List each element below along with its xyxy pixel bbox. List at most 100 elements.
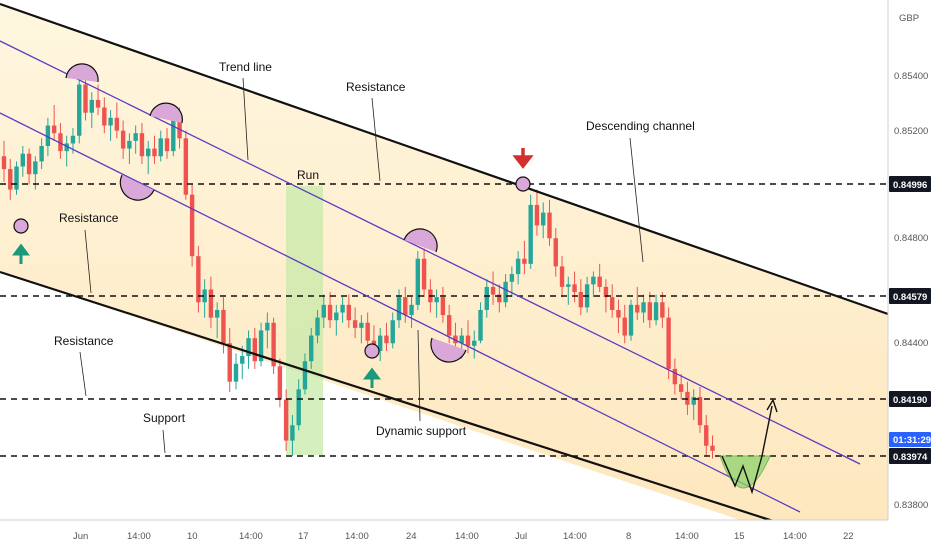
candle-body <box>139 133 145 157</box>
candle-body <box>158 138 163 157</box>
candle-body <box>691 397 696 405</box>
candle-body <box>315 317 320 336</box>
candle-body <box>252 338 257 362</box>
candle-body <box>547 212 552 239</box>
trend-line-lower-purple <box>0 112 801 513</box>
candle-body <box>421 258 427 290</box>
annotation-run: Run <box>297 168 319 182</box>
level-tag-4-text: 0.83974 <box>893 452 928 463</box>
annotation-support: Support <box>143 411 186 425</box>
candle-body <box>302 361 308 390</box>
annotation-descending-channel: Descending channel <box>586 119 695 133</box>
candle-body <box>697 397 703 426</box>
candle-body <box>478 309 483 341</box>
candle-body <box>133 133 138 141</box>
price-axis[interactable]: GBP 0.85400 0.85200 0.84800 0.84400 0.83… <box>887 0 932 550</box>
candle-body <box>33 161 38 175</box>
channel-lower-line <box>0 270 867 550</box>
candle-body <box>102 107 107 126</box>
candle-body <box>704 425 709 446</box>
projection-path <box>721 405 773 495</box>
candle-body <box>70 135 76 144</box>
candle-body <box>164 138 170 152</box>
candle-body <box>490 286 496 295</box>
annotation-dynamic-support: Dynamic support <box>376 424 467 438</box>
candle-body <box>189 194 195 257</box>
up-arrow-icon <box>363 367 381 388</box>
candle-body <box>51 125 57 134</box>
level-tag-4 <box>889 448 931 464</box>
annotation-resistance-low: Resistance <box>54 334 114 348</box>
candle-body <box>39 146 44 162</box>
descending-channel-fill <box>0 4 888 520</box>
trend-lines <box>0 2 889 550</box>
plot-area[interactable] <box>0 0 888 520</box>
time-tick-label: 14:00 <box>675 531 699 542</box>
candle-body <box>14 166 19 190</box>
candle-body <box>440 297 446 316</box>
candle-body <box>384 335 389 344</box>
time-tick-label: Jun <box>73 531 88 542</box>
candle-body <box>566 284 571 287</box>
time-tick-label: 22 <box>843 531 854 542</box>
annotation-trend-line: Trend line <box>219 60 272 74</box>
touch-circle-3 <box>515 176 531 192</box>
candle-body <box>641 302 646 313</box>
candle-body <box>290 425 295 441</box>
projection <box>719 398 778 495</box>
candle-body <box>277 366 283 400</box>
candle-body <box>171 117 176 152</box>
timer-tag <box>889 432 931 447</box>
candle-body <box>672 368 678 385</box>
candle-body <box>572 284 577 293</box>
time-tick-label: 17 <box>298 531 309 542</box>
time-tick-label: 24 <box>406 531 417 542</box>
candle-body <box>559 266 565 287</box>
candle-body <box>591 276 596 285</box>
candle-body <box>522 258 527 264</box>
candle-body <box>390 320 395 344</box>
candle-body <box>346 304 352 321</box>
candle-body <box>434 297 439 303</box>
candle-body <box>221 309 226 344</box>
down-arrow-icon <box>512 148 534 169</box>
candle-body <box>578 292 584 308</box>
candle-body <box>534 204 540 226</box>
touch-arc-4 <box>403 228 438 253</box>
candle-body <box>83 84 88 113</box>
annotation-resistance-mid: Resistance <box>59 211 119 225</box>
time-tick-label: 14:00 <box>239 531 263 542</box>
level-tag-1-text: 0.84996 <box>893 180 927 191</box>
candle-body <box>1 156 7 170</box>
price-tick-label: 0.83800 <box>894 500 928 511</box>
candle-body <box>334 312 339 321</box>
candle-body <box>26 153 32 175</box>
candle-body <box>45 125 51 147</box>
candle-body <box>365 322 370 341</box>
price-tick-label: 0.85400 <box>894 71 928 82</box>
candle-body <box>459 335 464 344</box>
candle-body <box>528 204 533 264</box>
candle-body <box>415 258 421 305</box>
annotation-resistance-top: Resistance <box>346 80 406 94</box>
candle-body <box>64 143 69 152</box>
candle-body <box>283 399 289 441</box>
time-axis[interactable]: Jun 14:00 10 14:00 17 14:00 24 14:00 Jul… <box>0 519 888 550</box>
candle-body <box>114 117 120 131</box>
candle-body <box>503 281 508 303</box>
candle-body <box>515 258 521 275</box>
candle-body <box>616 309 621 318</box>
candle-body <box>146 148 151 157</box>
candle-body <box>396 297 402 321</box>
candle-body <box>227 343 232 382</box>
level-tag-2-text: 0.84579 <box>893 292 927 303</box>
up-arrow-icon <box>12 243 30 264</box>
candle-body <box>208 289 214 318</box>
time-tick-label: Jul <box>515 531 527 542</box>
candle-body <box>240 356 245 364</box>
candle-body <box>666 317 671 369</box>
time-tick-label: 14:00 <box>783 531 807 542</box>
level-tag-2 <box>889 288 931 304</box>
candle-body <box>465 335 471 346</box>
